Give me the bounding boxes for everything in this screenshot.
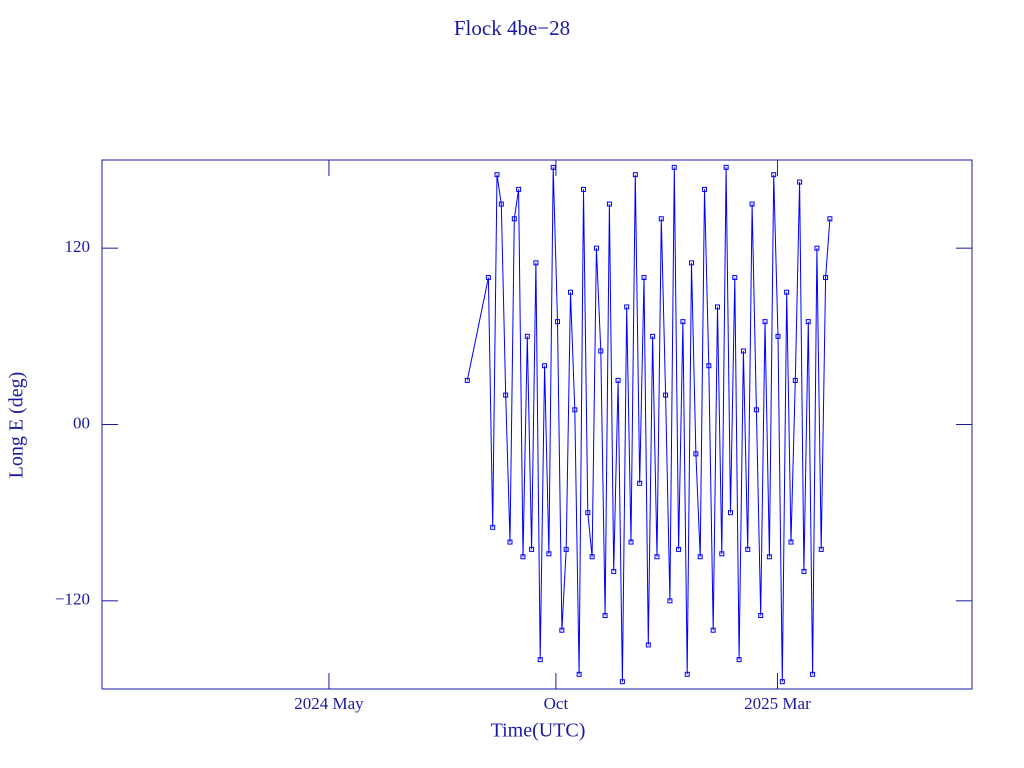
data-point (572, 407, 578, 413)
data-point (779, 679, 785, 685)
x-tick-label: 2025 Mar (744, 694, 811, 713)
y-tick-label: 120 (65, 237, 91, 256)
data-point (814, 245, 820, 251)
data-point (762, 319, 768, 325)
plot-area (464, 164, 833, 685)
x-tick-label: Oct (544, 694, 569, 713)
data-point (593, 245, 599, 251)
data-point (658, 216, 664, 222)
data-point (637, 480, 643, 486)
data-point (732, 275, 738, 281)
data-point (542, 363, 548, 369)
data-point (719, 551, 725, 557)
x-tick-label: 2024 May (294, 694, 364, 713)
data-point (598, 348, 604, 354)
data-point (784, 289, 790, 295)
data-point (775, 333, 781, 339)
data-point (615, 377, 621, 383)
data-point (723, 164, 729, 170)
data-point (766, 554, 772, 560)
data-point (680, 319, 686, 325)
y-tick-label: 00 (73, 413, 90, 432)
data-point (559, 627, 565, 633)
data-point (684, 671, 690, 677)
data-point (645, 642, 651, 648)
data-point (823, 275, 829, 281)
data-point (624, 304, 630, 310)
data-point (585, 510, 591, 516)
data-point (706, 363, 712, 369)
data-point (753, 407, 759, 413)
data-point (602, 613, 608, 619)
y-axis-label: Long E (deg) (6, 372, 28, 479)
data-point (702, 186, 708, 192)
data-point (792, 377, 798, 383)
data-point (797, 179, 803, 185)
data-point (589, 554, 595, 560)
data-point (788, 539, 794, 545)
data-point (745, 546, 751, 552)
data-point (568, 289, 574, 295)
data-point (576, 671, 582, 677)
data-point (550, 164, 556, 170)
data-point (507, 539, 513, 545)
data-point (667, 598, 673, 604)
data-point (801, 568, 807, 574)
data-point (628, 539, 634, 545)
data-point (494, 172, 500, 178)
data-point (520, 554, 526, 560)
data-point (516, 186, 522, 192)
data-point (697, 554, 703, 560)
data-point (771, 172, 777, 178)
data-point (490, 524, 496, 530)
data-point (805, 319, 811, 325)
data-point (671, 164, 677, 170)
data-point (524, 333, 530, 339)
data-point (632, 172, 638, 178)
data-point (663, 392, 669, 398)
series-line (466, 167, 831, 682)
data-point (546, 551, 552, 557)
chart-title: Flock 4be−28 (454, 16, 570, 40)
data-point (580, 186, 586, 192)
plot-frame (101, 159, 973, 690)
data-point (818, 546, 824, 552)
data-point (641, 275, 647, 281)
data-point (619, 679, 625, 685)
data-point (555, 319, 561, 325)
data-point (498, 201, 504, 207)
data-point (511, 216, 517, 222)
data-point (485, 275, 491, 281)
data-point (758, 613, 764, 619)
data-point (689, 260, 695, 266)
data-point (654, 554, 660, 560)
data-point (464, 377, 470, 383)
x-axis-label: Time(UTC) (491, 720, 586, 742)
data-point (714, 304, 720, 310)
data-point (736, 657, 742, 663)
data-point (563, 546, 569, 552)
data-point (710, 627, 716, 633)
data-point (749, 201, 755, 207)
data-point (676, 546, 682, 552)
data-point (693, 451, 699, 457)
data-point (727, 510, 733, 516)
data-point (827, 216, 833, 222)
data-point (533, 260, 539, 266)
data-point (611, 568, 617, 574)
data-point (740, 348, 746, 354)
data-point (529, 546, 535, 552)
data-point (503, 392, 509, 398)
data-point (650, 333, 656, 339)
data-point (537, 657, 543, 663)
y-tick-label: −120 (55, 590, 90, 609)
data-point (810, 671, 816, 677)
data-point (606, 201, 612, 207)
